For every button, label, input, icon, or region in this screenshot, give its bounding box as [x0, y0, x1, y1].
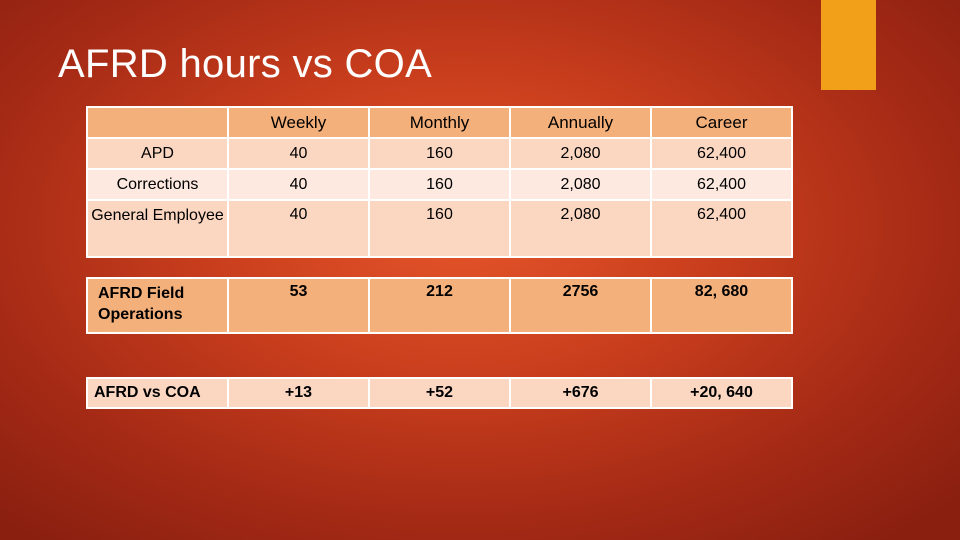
table-cell: +676 [509, 377, 652, 409]
header-cell-career: Career [650, 106, 793, 139]
table-row: Corrections 40 160 2,080 62,400 [86, 168, 793, 201]
table-cell: 2,080 [509, 199, 652, 258]
table-row: AFRD Field Operations 53 212 2756 82, 68… [86, 277, 793, 334]
table-cell: 212 [368, 277, 511, 334]
table-cell: 2,080 [509, 168, 652, 201]
accent-bar [821, 0, 876, 90]
table-cell: 40 [227, 168, 370, 201]
table-cell: +13 [227, 377, 370, 409]
table-cell: +52 [368, 377, 511, 409]
table-cell: 2,080 [509, 137, 652, 170]
table-cell: +20, 640 [650, 377, 793, 409]
slide-title: AFRD hours vs COA [58, 42, 433, 86]
header-cell-empty [86, 106, 229, 139]
table-cell: 160 [368, 168, 511, 201]
table-cell: 40 [227, 137, 370, 170]
header-cell-weekly: Weekly [227, 106, 370, 139]
table-cell: 62,400 [650, 137, 793, 170]
row-label: APD [86, 137, 229, 170]
header-cell-annually: Annually [509, 106, 652, 139]
header-cell-monthly: Monthly [368, 106, 511, 139]
table-cell: 160 [368, 199, 511, 258]
table-cell: 2756 [509, 277, 652, 334]
row-label: Corrections [86, 168, 229, 201]
row-label: AFRD vs COA [86, 377, 229, 409]
table-spacer [87, 332, 792, 379]
table-row: General Employee 40 160 2,080 62,400 [86, 199, 793, 258]
table-cell: 160 [368, 137, 511, 170]
row-label: General Employee [86, 199, 229, 258]
hours-comparison-table: Weekly Monthly Annually Career APD 40 16… [86, 106, 793, 409]
table-row: AFRD vs COA +13 +52 +676 +20, 640 [86, 377, 793, 409]
table-cell: 62,400 [650, 168, 793, 201]
table-cell: 62,400 [650, 199, 793, 258]
table-row: APD 40 160 2,080 62,400 [86, 137, 793, 170]
table-cell: 53 [227, 277, 370, 334]
table-cell: 82, 680 [650, 277, 793, 334]
row-label: AFRD Field Operations [86, 277, 229, 334]
table-cell: 40 [227, 199, 370, 258]
table-header-row: Weekly Monthly Annually Career [86, 106, 793, 139]
table-spacer [87, 256, 792, 279]
